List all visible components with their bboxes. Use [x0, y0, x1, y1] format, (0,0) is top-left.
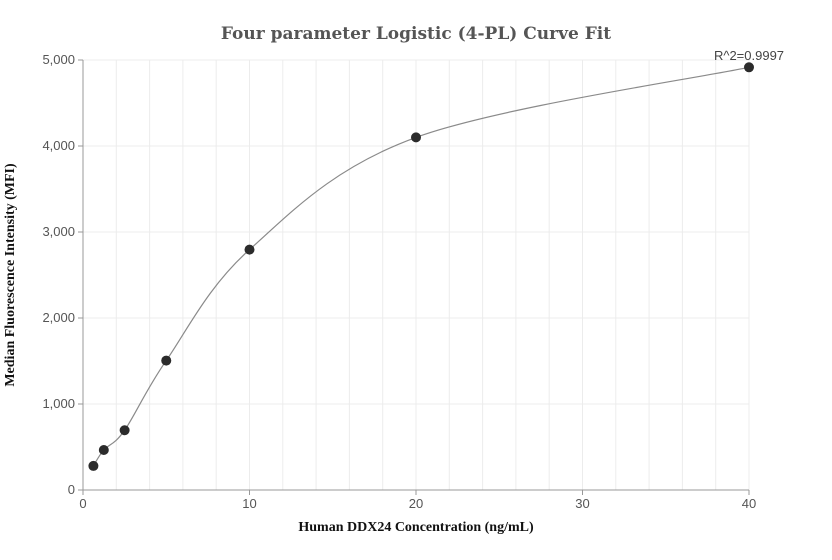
fit-curve: [92, 66, 750, 467]
chart-title: Four parameter Logistic (4-PL) Curve Fit: [221, 24, 611, 44]
x-tick-label: 30: [575, 496, 589, 511]
data-point: [88, 460, 99, 471]
x-axis-label: Human DDX24 Concentration (ng/mL): [298, 520, 534, 535]
x-tick-label: 10: [242, 496, 256, 511]
data-point: [119, 425, 130, 436]
data-points: [88, 62, 754, 471]
x-tick-label: 40: [742, 496, 756, 511]
data-point: [244, 244, 255, 255]
y-axis-ticks: 0 1,000 2,000 3,000 4,000 5,000: [42, 52, 83, 497]
y-tick-label: 1,000: [42, 396, 75, 411]
data-point: [161, 355, 172, 366]
data-point: [411, 132, 421, 143]
y-tick-label: 4,000: [42, 138, 75, 153]
x-axis-ticks: 0 10 20 30 40: [79, 490, 756, 511]
x-tick-label: 0: [79, 496, 86, 511]
y-tick-label: 2,000: [42, 310, 75, 325]
y-tick-label: 0: [68, 482, 75, 497]
y-axis-label: Median Fluorescence Intensity (MFI): [3, 163, 18, 387]
data-point: [744, 62, 754, 73]
data-point: [98, 445, 109, 456]
y-tick-label: 5,000: [42, 52, 75, 67]
grid: [83, 59, 750, 490]
r-squared-annotation: R^2=0.9997: [714, 48, 784, 63]
x-tick-label: 20: [409, 496, 423, 511]
y-tick-label: 3,000: [42, 224, 75, 239]
